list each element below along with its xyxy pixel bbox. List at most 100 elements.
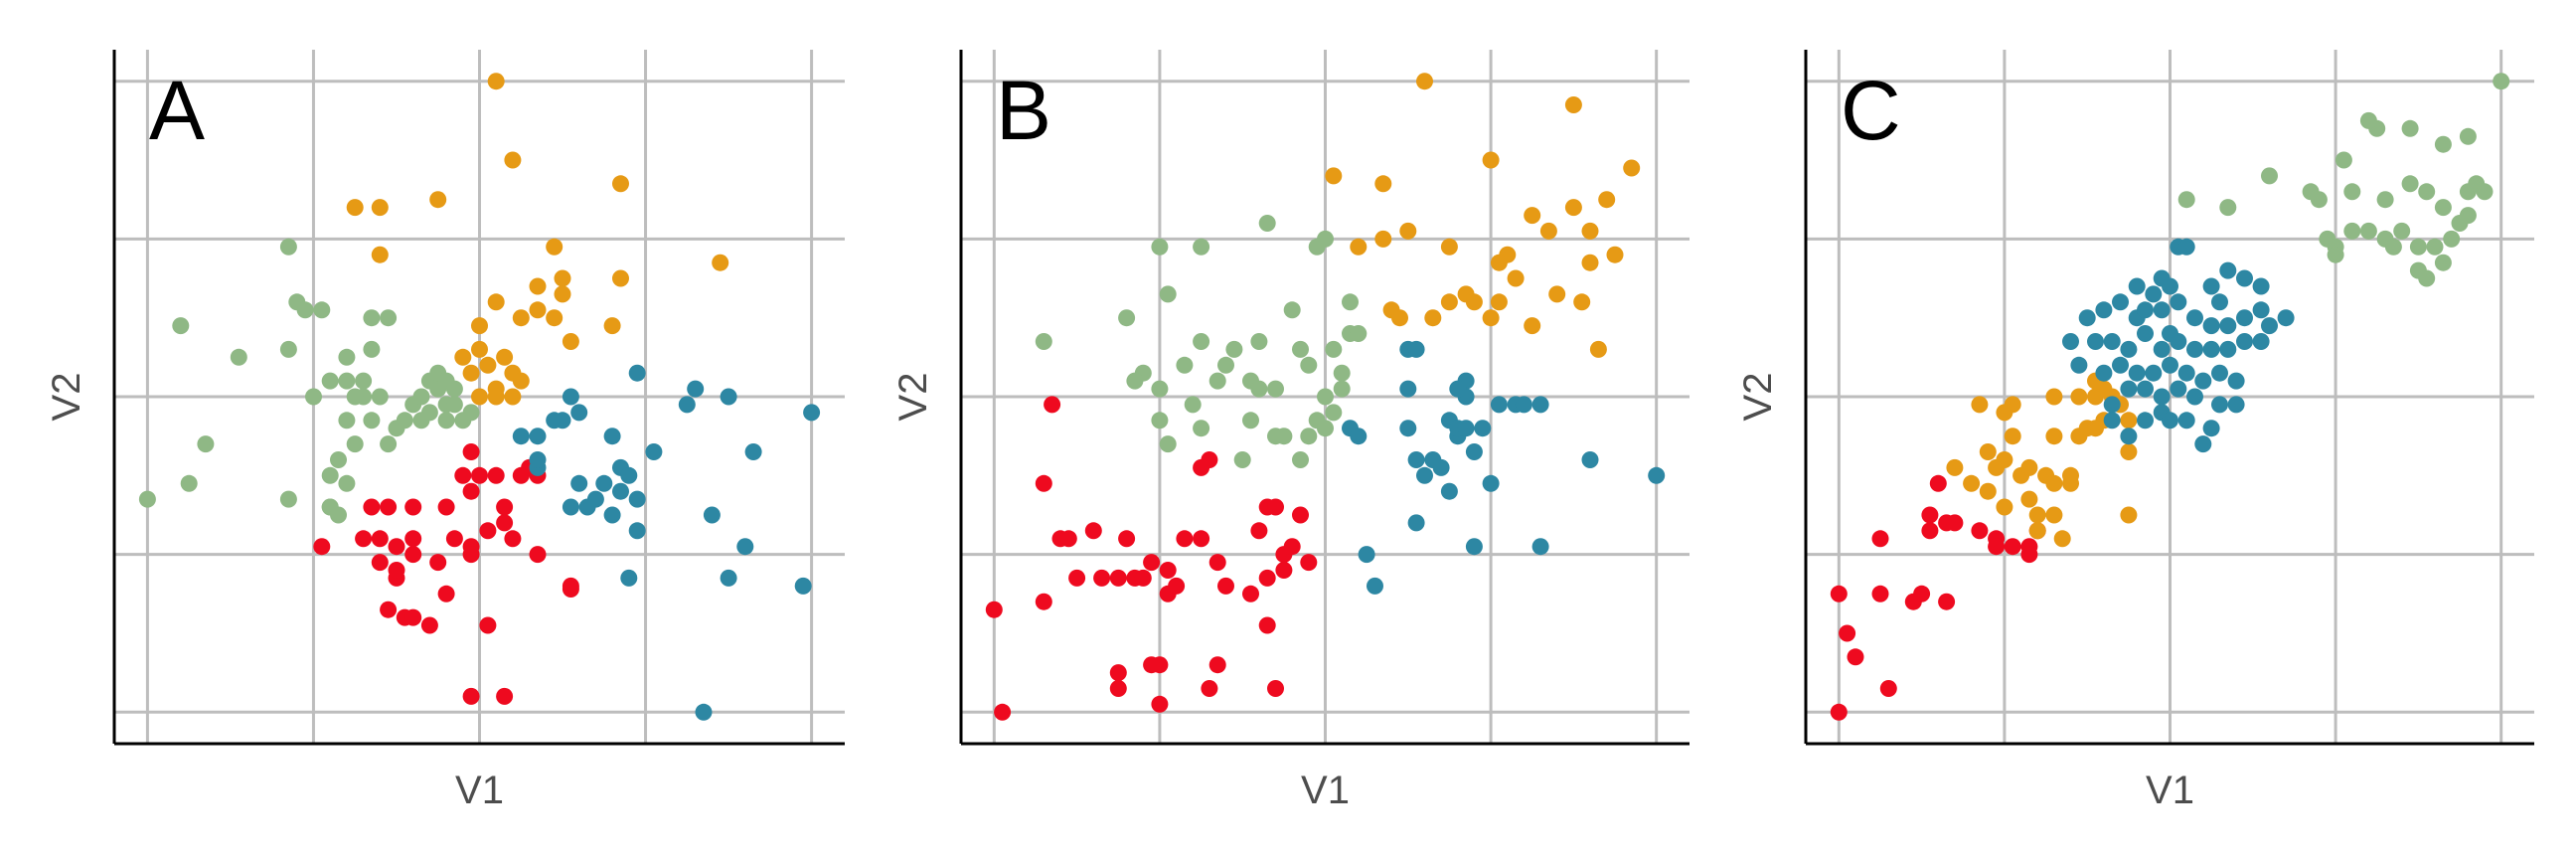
- data-point: [687, 380, 705, 398]
- data-point: [330, 506, 347, 524]
- data-point: [1564, 96, 1582, 113]
- data-point: [603, 428, 621, 445]
- data-point: [1134, 569, 1152, 587]
- data-point: [487, 466, 505, 484]
- data-point: [504, 388, 522, 406]
- data-point: [570, 404, 588, 422]
- data-point: [2103, 396, 2121, 414]
- data-point: [346, 388, 364, 406]
- data-point: [1193, 333, 1210, 350]
- data-point: [412, 388, 430, 406]
- data-point: [2343, 222, 2361, 240]
- data-point: [2070, 388, 2088, 406]
- data-point: [1871, 530, 1889, 548]
- data-point: [1515, 396, 1532, 414]
- data-point: [2476, 183, 2494, 201]
- data-point: [554, 285, 571, 303]
- data-point: [1151, 380, 1169, 398]
- data-point: [496, 687, 514, 705]
- data-point: [1250, 380, 1268, 398]
- data-point: [2177, 412, 2195, 430]
- data-point: [230, 348, 247, 366]
- data-point: [578, 498, 596, 516]
- data-point: [346, 199, 364, 217]
- data-point: [2162, 277, 2178, 295]
- series-orange: [1325, 73, 1641, 358]
- x-axis-title: V1: [1301, 769, 1350, 812]
- data-point: [437, 412, 455, 430]
- data-point: [1159, 435, 1177, 453]
- data-point: [1440, 482, 1458, 500]
- data-point: [1996, 404, 2013, 422]
- data-point: [794, 577, 812, 595]
- data-point: [2459, 207, 2477, 225]
- data-point: [2343, 183, 2361, 201]
- data-point: [471, 340, 488, 358]
- data-point: [695, 703, 713, 721]
- data-point: [2327, 246, 2344, 263]
- data-point: [1830, 585, 1848, 602]
- data-point: [1581, 451, 1599, 468]
- data-point: [2087, 333, 2104, 350]
- data-point: [603, 317, 621, 335]
- data-point: [380, 601, 398, 618]
- data-point: [437, 585, 455, 602]
- data-point: [1250, 333, 1268, 350]
- data-point: [1151, 695, 1169, 713]
- data-point: [1242, 585, 1259, 602]
- data-point: [1350, 428, 1368, 445]
- data-point: [595, 474, 613, 492]
- data-point: [1440, 293, 1458, 311]
- data-point: [1391, 309, 1408, 327]
- data-point: [2252, 301, 2270, 319]
- panel-label: C: [1841, 64, 1901, 157]
- data-point: [388, 562, 405, 579]
- data-point: [1457, 420, 1475, 437]
- data-point: [2219, 199, 2237, 217]
- data-point: [620, 569, 638, 587]
- data-point: [1333, 380, 1351, 398]
- data-point: [2095, 364, 2113, 382]
- data-point: [1921, 506, 1939, 524]
- data-point: [1283, 538, 1301, 556]
- data-point: [2177, 191, 2195, 209]
- data-point: [321, 372, 339, 390]
- data-point: [363, 309, 381, 327]
- data-point: [504, 530, 522, 548]
- data-point: [404, 530, 422, 548]
- data-point: [338, 372, 356, 390]
- data-point: [1648, 466, 1666, 484]
- data-point: [1996, 498, 2013, 516]
- data-point: [2177, 364, 2195, 382]
- series-green: [1035, 215, 1368, 468]
- data-point: [1879, 680, 1897, 697]
- data-point: [330, 451, 347, 468]
- data-point: [2004, 428, 2021, 445]
- data-point: [2120, 412, 2138, 430]
- x-axis-title: V1: [455, 769, 504, 812]
- data-point: [371, 246, 389, 263]
- data-point: [628, 522, 646, 540]
- data-point: [462, 364, 480, 382]
- data-point: [1921, 522, 1939, 540]
- data-point: [2053, 530, 2071, 548]
- data-point: [2384, 238, 2402, 256]
- data-point: [1176, 356, 1194, 374]
- data-point: [2020, 490, 2038, 508]
- data-point: [1507, 269, 1525, 287]
- data-point: [2236, 333, 2253, 350]
- data-point: [562, 388, 579, 406]
- data-point: [1217, 356, 1234, 374]
- data-point: [1193, 238, 1210, 256]
- data-point: [2137, 380, 2154, 398]
- data-point: [371, 530, 389, 548]
- data-point: [363, 340, 381, 358]
- data-point: [1044, 396, 1061, 414]
- data-point: [1971, 522, 1989, 540]
- data-point: [1979, 443, 1997, 460]
- data-point: [1988, 538, 2006, 556]
- data-point: [1474, 420, 1492, 437]
- data-point: [2310, 191, 2328, 209]
- data-point: [744, 443, 762, 460]
